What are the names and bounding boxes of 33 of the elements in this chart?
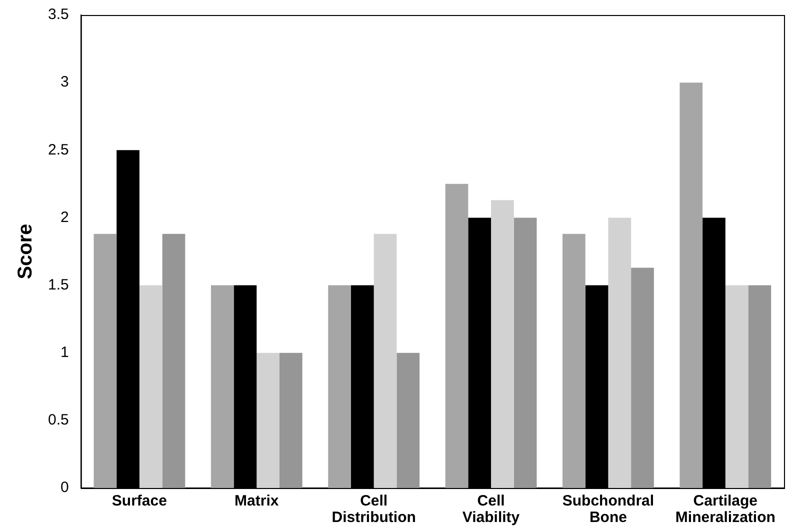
- bar: [631, 268, 654, 488]
- y-axis-title: Score: [14, 224, 37, 280]
- bar: [748, 285, 772, 488]
- bar: [514, 218, 537, 488]
- bar: [725, 285, 748, 488]
- bar: [445, 184, 468, 488]
- y-tick-label: 2.5: [48, 141, 69, 158]
- y-tick-label: 2: [60, 208, 69, 226]
- bar: [374, 234, 397, 488]
- x-tick-label: Cartilage Mineralization: [675, 492, 776, 526]
- bar: [139, 285, 162, 488]
- bar: [279, 352, 302, 488]
- bar: [94, 234, 117, 488]
- bar: [680, 82, 703, 488]
- y-tick-label: 0: [60, 479, 69, 496]
- x-tick-label: Cell Distribution: [332, 492, 416, 526]
- y-tick-label: 3.5: [48, 6, 69, 24]
- bar: [162, 234, 186, 488]
- bar: [396, 352, 420, 488]
- y-tick-label: 1.5: [48, 276, 69, 294]
- y-tick-label: 3: [60, 74, 69, 91]
- bar: [608, 218, 632, 488]
- bar: [491, 200, 514, 488]
- x-tick-label: Matrix: [234, 492, 280, 510]
- bar: [562, 234, 586, 488]
- bar: [210, 285, 234, 488]
- x-tick-label: Surface: [112, 492, 167, 510]
- x-tick-label: Cell Viability: [462, 492, 520, 526]
- y-tick-label: 0.5: [48, 412, 69, 429]
- x-tick-label: Subchondral Bone: [562, 492, 654, 526]
- y-tick-label: 1: [60, 344, 69, 361]
- bar: [256, 352, 280, 488]
- bar: [328, 285, 351, 488]
